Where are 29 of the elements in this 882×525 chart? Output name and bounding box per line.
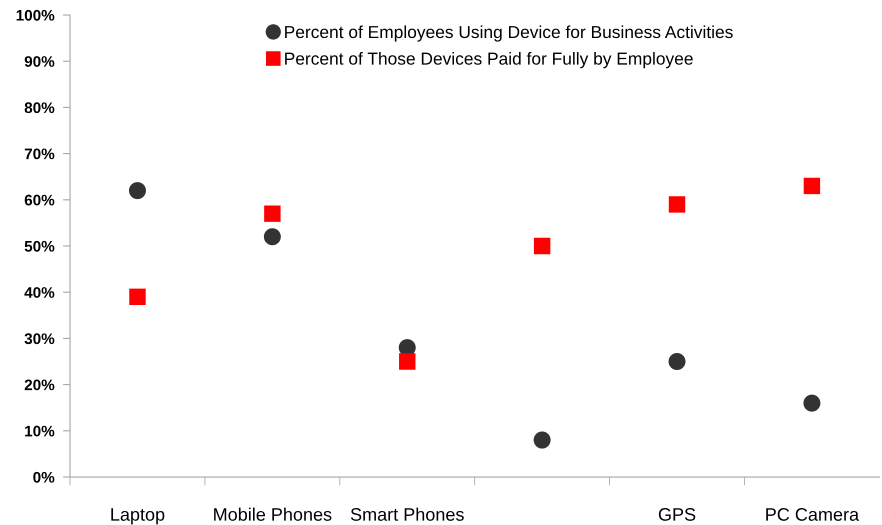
y-tick-label: 30% [24, 333, 54, 344]
point [128, 182, 146, 200]
legend-label: Percent of Those Devices Paid for Fully by Employee [285, 52, 693, 68]
y-tick-label: 70% [24, 148, 54, 160]
point [399, 353, 416, 370]
y-tick-label: 40% [24, 287, 54, 298]
x-tick-label: Laptop [111, 508, 164, 524]
y-tick-label: 100% [16, 10, 54, 21]
x-tick-label: PC Camera [766, 508, 860, 521]
x-tick-label: Mobile Phones [214, 508, 332, 521]
y-tick-label: 90% [24, 56, 54, 67]
point [264, 205, 281, 222]
point [804, 178, 820, 194]
point [668, 196, 686, 213]
point [534, 238, 550, 254]
point [264, 228, 281, 246]
point [129, 288, 146, 306]
x-tick-label: GPS [658, 508, 696, 521]
y-tick-label: 50% [24, 240, 54, 252]
legend-label: Percent of Employees Using Device for Business Activities [285, 25, 733, 42]
x-tick-label: Smart Phones [350, 508, 464, 521]
y-tick-label: 0% [33, 472, 54, 483]
point [803, 394, 820, 412]
point [668, 353, 686, 370]
point [534, 432, 551, 449]
y-tick-label: 80% [24, 102, 54, 114]
y-tick-label: 20% [24, 379, 54, 390]
y-tick-label: 60% [24, 194, 54, 206]
y-tick-label: 10% [25, 426, 54, 436]
